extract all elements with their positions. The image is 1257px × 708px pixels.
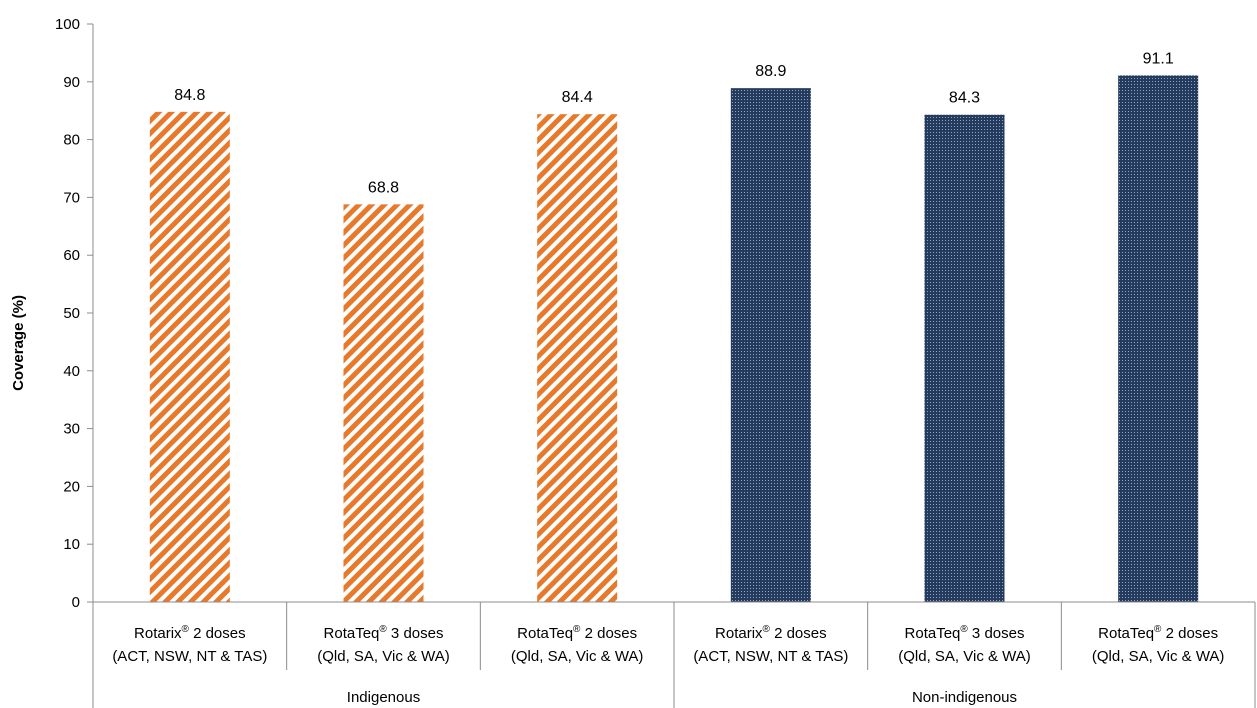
x-axis: Rotarix® 2 doses (ACT, NSW, NT & TAS) Rota… bbox=[92, 601, 1256, 708]
data-label: 84.3 bbox=[949, 90, 980, 107]
data-label: 84.8 bbox=[174, 87, 205, 104]
bar bbox=[924, 114, 1005, 602]
y-tick-label: 50 bbox=[63, 305, 80, 322]
y-tick-label: 60 bbox=[63, 247, 80, 264]
x-group-label: Non-indigenous bbox=[912, 689, 1017, 706]
bar bbox=[343, 204, 424, 602]
y-tick-label: 40 bbox=[63, 363, 80, 380]
x-category-sublabel: (ACT, NSW, NT & TAS) bbox=[112, 648, 267, 665]
y-tick-label: 90 bbox=[63, 74, 80, 91]
data-label: 91.1 bbox=[1143, 50, 1174, 67]
y-axis-title: Coverage (%) bbox=[10, 295, 27, 391]
x-category-label: RotaTeq® 2 doses bbox=[517, 624, 637, 642]
x-category-label: Rotarix® 2 doses bbox=[715, 624, 827, 642]
bar bbox=[537, 114, 618, 602]
x-category-sublabel: (Qld, SA, Vic & WA) bbox=[898, 648, 1031, 665]
bars: 84.8 68.8 84.4 88.9 84.3 91.1 bbox=[149, 50, 1199, 602]
bar bbox=[730, 88, 811, 602]
x-group-label: Indigenous bbox=[347, 689, 420, 706]
bar bbox=[149, 111, 230, 602]
x-category-sublabel: (ACT, NSW, NT & TAS) bbox=[693, 648, 848, 665]
data-label: 68.8 bbox=[368, 179, 399, 196]
y-tick-label: 10 bbox=[63, 536, 80, 553]
x-category-label: RotaTeq® 3 doses bbox=[324, 624, 444, 642]
y-tick-label: 100 bbox=[55, 16, 80, 33]
bar bbox=[1118, 75, 1199, 602]
x-category-label: Rotarix® 2 doses bbox=[134, 624, 246, 642]
y-tick-label: 70 bbox=[63, 189, 80, 206]
y-tick-label: 0 bbox=[72, 594, 80, 611]
x-category-label: RotaTeq® 3 doses bbox=[905, 624, 1025, 642]
x-category-sublabel: (Qld, SA, Vic & WA) bbox=[1092, 648, 1225, 665]
x-category-sublabel: (Qld, SA, Vic & WA) bbox=[511, 648, 644, 665]
y-tick-label: 30 bbox=[63, 421, 80, 438]
data-label: 88.9 bbox=[755, 63, 786, 80]
y-tick-label: 20 bbox=[63, 478, 80, 495]
x-category-sublabel: (Qld, SA, Vic & WA) bbox=[317, 648, 450, 665]
x-category-label: RotaTeq® 2 doses bbox=[1098, 624, 1218, 642]
y-tick-label: 80 bbox=[63, 132, 80, 149]
y-axis: 0 10 20 30 40 50 60 70 80 90 100 bbox=[55, 16, 94, 611]
data-label: 84.4 bbox=[562, 89, 593, 106]
